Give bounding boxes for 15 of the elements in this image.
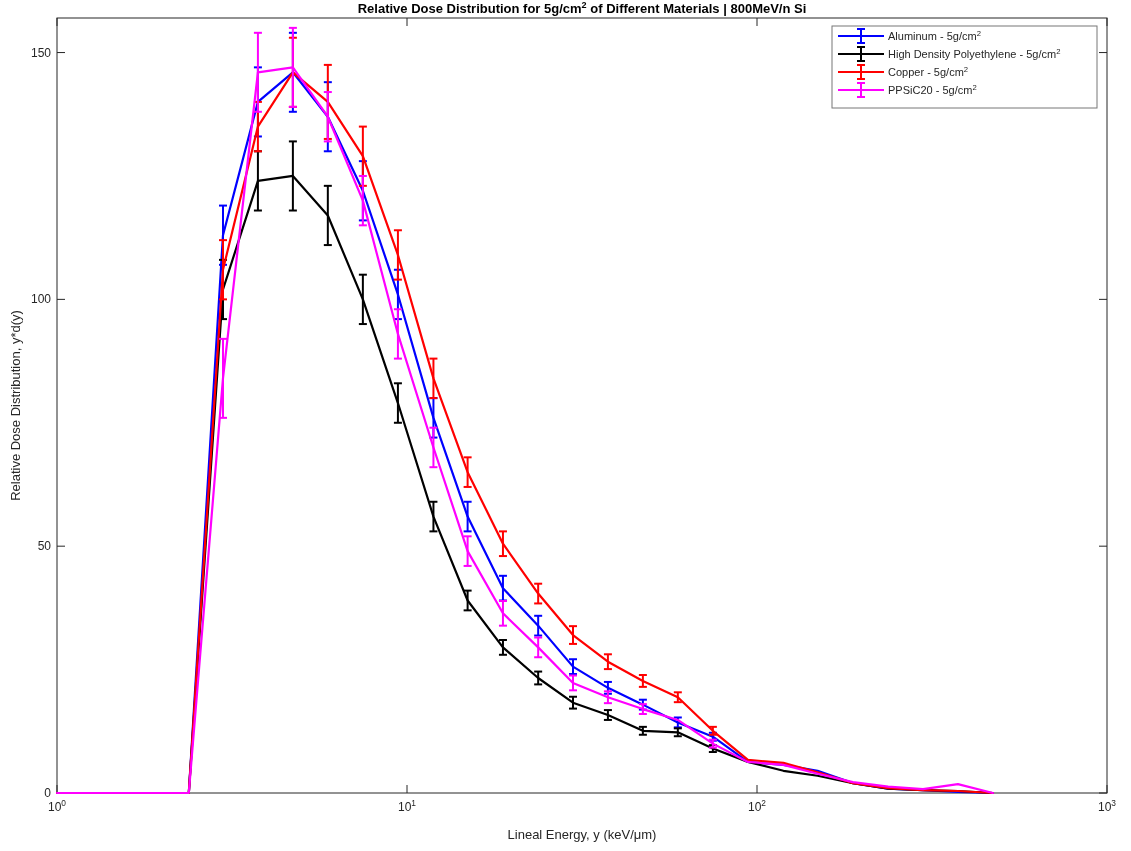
y-tick-label: 0 bbox=[44, 786, 52, 800]
x-tick-label: 10$^{0}$ bbox=[47, 798, 67, 814]
y-axis-title: Relative Dose Distribution, y*d(y) bbox=[8, 310, 23, 501]
y-tick-label: 50 bbox=[37, 539, 52, 554]
y-tick-label: 100 bbox=[30, 292, 52, 307]
legend-label: PPSiC20 - 5g/cm$^{2}$ bbox=[888, 82, 977, 96]
legend-label: Copper - 5g/cm$^{2}$ bbox=[888, 64, 969, 78]
x-axis-title: Lineal Energy, y (keV/μm) bbox=[507, 827, 657, 842]
chart-title: Relative Dose Distribution for 5g/cm$^{2}$ of Different Materials | 800MeV/n Si bbox=[357, 0, 807, 16]
legend-label: Aluminum - 5g/cm$^{2}$ bbox=[888, 28, 981, 42]
legend-label: High Density Polyethylene - 5g/cm$^{2}$ bbox=[888, 46, 1061, 60]
x-tick-label: 10$^{2}$ bbox=[747, 798, 767, 814]
x-tick-label: 10$^{1}$ bbox=[397, 798, 417, 814]
x-tick-label: 10$^{3}$ bbox=[1097, 798, 1117, 814]
y-tick-label: 150 bbox=[30, 45, 52, 60]
